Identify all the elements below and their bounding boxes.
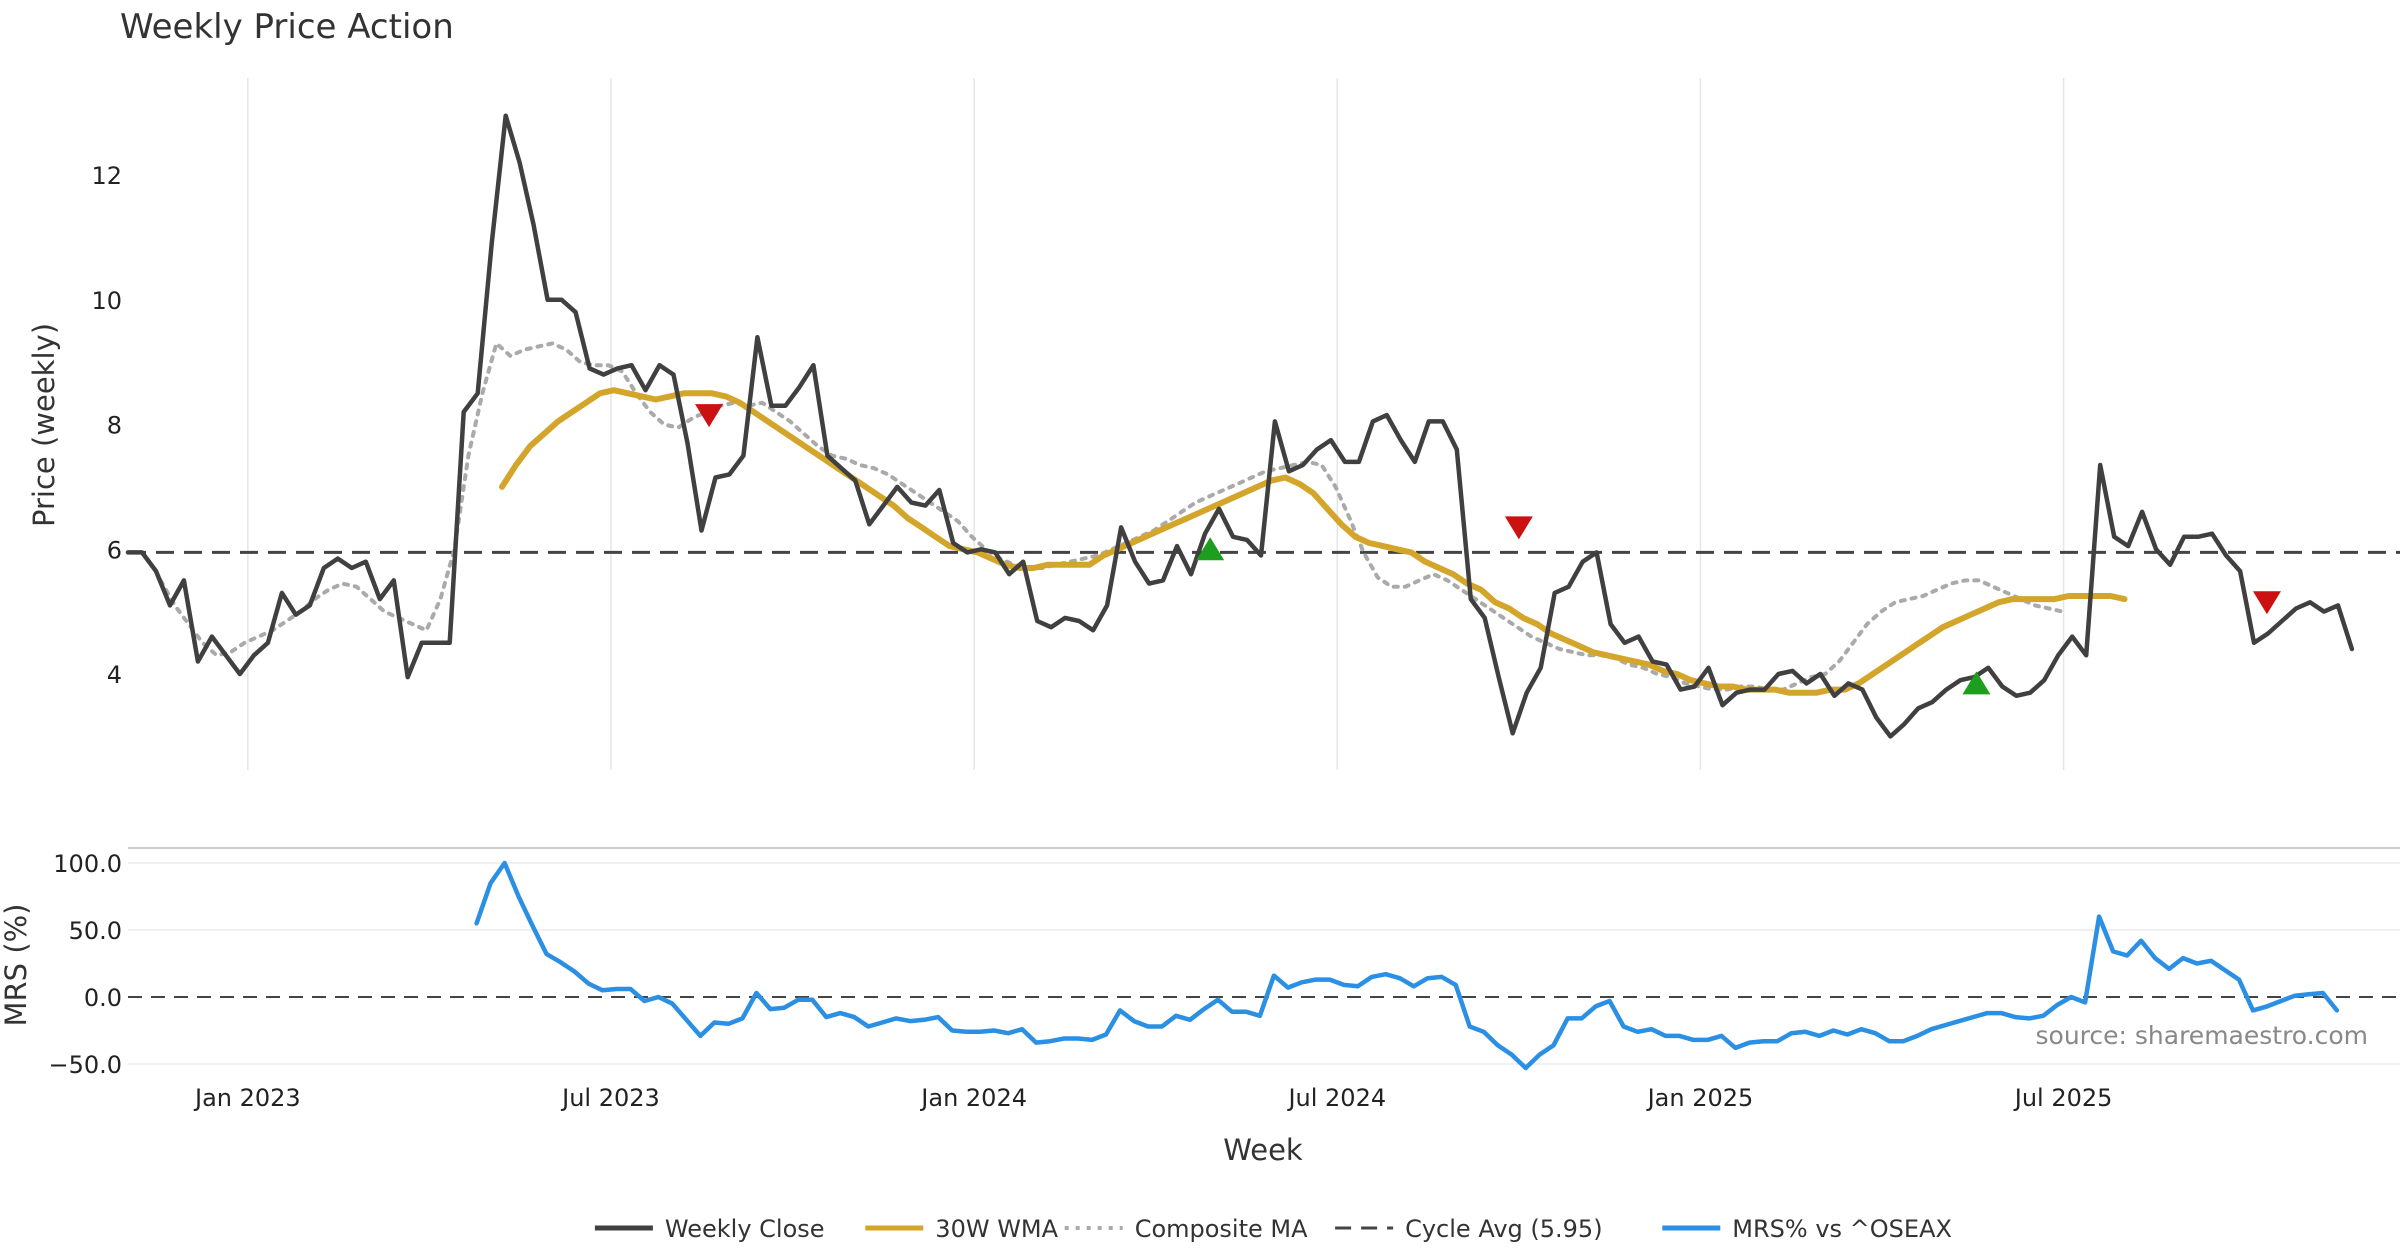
legend-item: 30W WMA bbox=[865, 1215, 1059, 1243]
legend-item: Weekly Close bbox=[594, 1215, 825, 1243]
signal-markers bbox=[695, 404, 2281, 695]
legend-item: Cycle Avg (5.95) bbox=[1335, 1215, 1603, 1243]
price-y-tick-label: 4 bbox=[107, 661, 122, 689]
buy-signal-marker bbox=[1962, 671, 1991, 695]
legend-label: Composite MA bbox=[1135, 1215, 1308, 1243]
y-tick-labels: 4 6 8 10 12 100.0 50.0 0.0 −50.0 bbox=[48, 162, 122, 1079]
chart-title: Weekly Price Action bbox=[120, 7, 454, 47]
legend-item: Composite MA bbox=[1064, 1215, 1308, 1243]
mrs-y-tick-label: 0.0 bbox=[84, 984, 122, 1012]
mrs-y-tick-label: 100.0 bbox=[53, 850, 122, 878]
price-y-tick-label: 6 bbox=[107, 536, 122, 564]
legend-label: Cycle Avg (5.95) bbox=[1405, 1215, 1602, 1243]
x-tick-label: Jan 2024 bbox=[919, 1084, 1027, 1112]
x-tick-label: Jan 2023 bbox=[193, 1084, 301, 1112]
legend-label: MRS% vs ^OSEAX bbox=[1732, 1215, 1952, 1243]
x-tick-labels: Jan 2023 Jul 2023 Jan 2024 Jul 2024 Jan 2025… bbox=[193, 1084, 2112, 1112]
sell-signal-marker bbox=[695, 404, 724, 428]
source-note: source: sharemaestro.com bbox=[2036, 1021, 2369, 1050]
sell-signal-marker bbox=[2252, 591, 2281, 615]
series-layer bbox=[125, 113, 2400, 1071]
mrs-y-axis-label: MRS (%) bbox=[0, 904, 33, 1027]
legend: Weekly Close 30W WMA Composite MA Cycle Avg… bbox=[594, 1215, 1952, 1243]
price-y-tick-label: 10 bbox=[91, 287, 122, 315]
grid-layer bbox=[128, 78, 2400, 1065]
x-tick-label: Jul 2025 bbox=[2013, 1084, 2113, 1112]
mrs-y-tick-label: 50.0 bbox=[69, 917, 122, 945]
legend-label: Weekly Close bbox=[665, 1215, 825, 1243]
legend-label: 30W WMA bbox=[935, 1215, 1058, 1243]
composite-ma-series-line bbox=[158, 341, 2065, 692]
buy-signal-marker bbox=[1196, 537, 1225, 561]
price-y-axis-label: Price (weekly) bbox=[27, 323, 61, 527]
x-axis-label: Week bbox=[1223, 1133, 1303, 1167]
x-tick-label: Jul 2024 bbox=[1286, 1084, 1386, 1112]
price-y-tick-label: 8 bbox=[107, 412, 122, 440]
weekly-close-series-line bbox=[125, 113, 2355, 739]
x-tick-label: Jan 2025 bbox=[1646, 1084, 1754, 1112]
legend-item: MRS% vs ^OSEAX bbox=[1662, 1215, 1952, 1243]
mrs-y-tick-label: −50.0 bbox=[48, 1051, 122, 1079]
price-y-tick-label: 12 bbox=[91, 162, 122, 190]
mrs-series-line bbox=[474, 860, 2340, 1071]
sell-signal-marker bbox=[1504, 516, 1533, 540]
x-tick-label: Jul 2023 bbox=[560, 1084, 660, 1112]
